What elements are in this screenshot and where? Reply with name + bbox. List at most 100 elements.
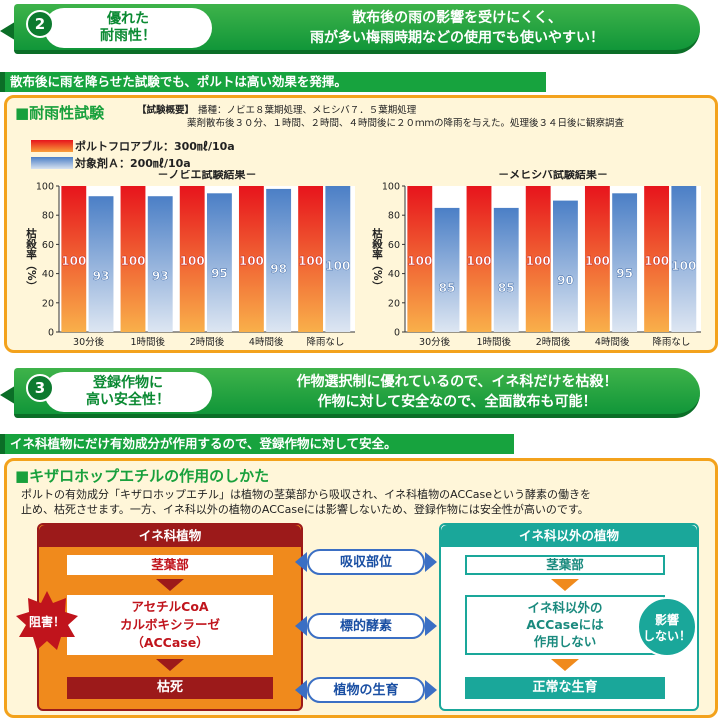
bar-value-label: 100 [407,254,432,268]
section3-headline: 作物選択制に優れているので、イネ科だけを枯殺！ 作物に対して安全なので、全面散布… [296,374,618,410]
y-axis-label: 枯殺率（%） [371,227,383,291]
x-tick-label: 2時間後 [536,336,571,348]
y-tick-label: 100 [36,182,54,193]
arrow-right-icon [425,616,437,636]
non-grass-stem-leaf-box: 茎葉部 [465,555,665,575]
section3-strip: イネ科植物にだけ有効成分が作用するので、登録作物に対して安全。 [0,434,514,454]
arrow-left-icon [295,680,307,700]
bar-value-label: 100 [671,259,696,273]
grass-column-head: イネ科植物 [39,525,301,547]
bar-value-label: 100 [526,254,551,268]
bar-value-label: 100 [298,254,323,268]
non-grass-column-head: イネ科以外の植物 [441,525,697,547]
section3-number: 3 [26,374,54,402]
grass-column: イネ科植物 茎葉部 アセチルCoA カルボキシラーゼ （ACCase） 枯死 [37,523,303,711]
section2-number: 2 [26,10,54,38]
bar-porto [179,186,205,332]
section2-strip: 散布後に雨を降らせた試験でも、ポルトは高い効果を発揮。 [0,72,546,92]
y-tick-label: 60 [388,240,400,251]
bar-value-label: 93 [93,269,110,283]
x-tick-label: 降雨なし [652,336,690,348]
chart-mehishiba: －メヒシバ試験結果－ 0 20 40 60 80 100 枯殺率（%） 100 85 30分後 100… [371,170,701,348]
y-tick-label: 100 [382,182,400,193]
arrow-down-icon [551,579,579,591]
x-tick-label: 降雨なし [306,336,344,348]
svg-text:阻害！: 阻害！ [29,614,65,629]
x-tick-label: 2時間後 [190,336,225,348]
section2-tag: 優れた 耐雨性！ [44,8,212,48]
bar-porto [120,186,146,332]
y-tick-label: 40 [388,269,400,280]
bar-value-label: 100 [180,254,205,268]
normal-growth-box: 正常な生育 [465,677,665,699]
rain-resistance-panel: ■耐雨性試験 【試験概要】 播種：ノビエ８葉期処理、メヒシバ７．５葉期処理 薬剤散… [4,95,718,353]
bar-control [266,188,292,332]
bar-value-label: 100 [644,254,669,268]
target-enzyme-label: 標的酵素 [307,613,425,639]
bar-control [671,186,697,332]
section2-banner: 優れた 耐雨性！ 2 散布後の雨の影響を受けにくく、 雨が多い梅雨時期などの使用… [0,2,700,56]
legend: ポルトフロアブル：300㎖/10a 対象剤Ａ：200㎖/10a [31,138,235,172]
bar-control [612,193,638,332]
bar-value-label: 100 [61,254,86,268]
bar-porto [61,186,87,332]
y-tick-label: 0 [48,328,54,339]
mechanism-title: ■キザロホップエチルの作用のしかた [15,467,270,485]
y-tick-label: 20 [42,298,54,309]
bar-value-label: 100 [466,254,491,268]
y-tick-label: 20 [388,298,400,309]
arrow-right-icon [425,680,437,700]
bar-porto [584,186,610,332]
bar-control [325,186,351,332]
bar-value-label: 100 [585,254,610,268]
bar-porto [644,186,670,332]
bar-value-label: 85 [498,281,515,295]
x-tick-label: 30分後 [419,336,451,348]
bar-value-label: 95 [616,266,633,280]
non-grass-column: イネ科以外の植物 茎葉部 イネ科以外の ACCaseには 作用しない 正常な生育 [439,523,699,711]
chart-nobie: －ノビエ試験結果－ 0 20 40 60 80 100 枯殺率（%） 100 93 30分後 100 9… [25,170,355,348]
section2-headline: 散布後の雨の影響を受けにくく、 雨が多い梅雨時期などの使用でも使いやすい！ [310,10,604,46]
bar-porto [238,186,264,332]
bar-value-label: 100 [239,254,264,268]
bar-control [553,200,578,332]
bar-porto [407,186,433,332]
x-tick-label: 1時間後 [131,336,166,348]
arrow-down-icon [156,659,184,671]
bar-control [88,196,114,332]
bar-control [493,207,519,332]
grass-stem-leaf-box: 茎葉部 [67,555,273,575]
legend-item-porto: ポルトフロアブル：300㎖/10a [31,138,235,155]
bar-value-label: 100 [120,254,145,268]
grass-accase-box: アセチルCoA カルボキシラーゼ （ACCase） [67,595,273,655]
grass-death-box: 枯死 [67,677,273,699]
section3-banner: 登録作物に 高い安全性！ 3 作物選択制に優れているので、イネ科だけを枯殺！ 作… [0,366,700,420]
inhibit-badge: 阻害！ [16,591,78,650]
bar-control [207,193,232,332]
chart-title: －ノビエ試験結果－ [158,170,257,181]
y-tick-label: 40 [42,269,54,280]
legend-item-control: 対象剤Ａ：200㎖/10a [31,155,235,172]
bar-porto [525,186,551,332]
chart-title: －メヒシバ試験結果－ [498,170,608,181]
mechanism-description: ポルトの有効成分「キザロホップエチル」は植物の茎葉部から吸収され、イネ科植物のA… [21,488,592,516]
non-grass-accase-box: イネ科以外の ACCaseには 作用しない [465,595,665,655]
bar-value-label: 98 [270,262,287,276]
bar-value-label: 100 [325,259,350,273]
bar-value-label: 85 [439,281,456,295]
bar-value-label: 93 [152,269,169,283]
bar-porto [466,186,492,332]
panel-title: ■耐雨性試験 [15,104,105,122]
bar-value-label: 95 [211,266,228,280]
bar-control [147,196,173,332]
test-overview: 【試験概要】 播種：ノビエ８葉期処理、メヒシバ７．５葉期処理 薬剤散布後３０分、１… [137,105,625,129]
x-tick-label: 4時間後 [595,336,630,348]
y-tick-label: 80 [388,211,400,222]
x-tick-label: 1時間後 [477,336,512,348]
y-axis-label: 枯殺率（%） [25,227,37,291]
absorption-site-label: 吸収部位 [307,549,425,575]
arrow-left-icon [295,552,307,572]
x-tick-label: 4時間後 [249,336,284,348]
arrow-right-icon [425,552,437,572]
mechanism-panel: ■キザロホップエチルの作用のしかた ポルトの有効成分「キザロホップエチル」は植物… [4,458,718,718]
